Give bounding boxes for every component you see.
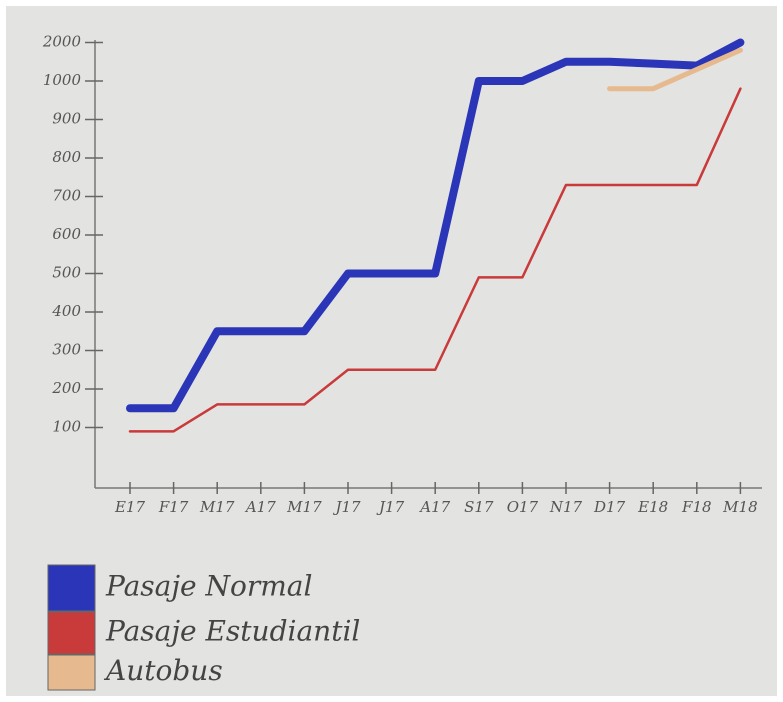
legend-swatch (48, 565, 95, 611)
x-tick-label: J17 (376, 498, 405, 516)
y-tick-label: 500 (52, 264, 81, 282)
y-tick-label: 100 (52, 418, 81, 436)
x-tick-label: O17 (507, 498, 539, 516)
x-tick-label: A17 (244, 498, 276, 516)
chart: Pasaje Normal Pasaje Estudiantil Autobus 1… (0, 0, 783, 702)
x-tick-label: S17 (464, 498, 494, 516)
x-tick-label: E17 (114, 498, 145, 516)
x-tick-label: M17 (199, 498, 235, 516)
x-tick-label: F17 (158, 498, 189, 516)
x-tick-label: N17 (549, 498, 583, 516)
y-tick-label: 200 (51, 379, 81, 397)
y-tick-label: 300 (52, 341, 81, 359)
x-tick-label: E18 (637, 498, 668, 516)
y-tick-label: 700 (52, 187, 81, 205)
x-tick-label: M17 (286, 498, 322, 516)
legend-swatch (48, 655, 95, 690)
x-tick-label: F18 (681, 498, 712, 516)
x-tick-label: D17 (593, 498, 626, 516)
y-tick-label: 800 (52, 148, 81, 166)
x-tick-label: J17 (332, 498, 361, 516)
y-tick-label: 2000 (42, 33, 82, 51)
legend-label: Autobus (103, 654, 223, 687)
y-tick-label: 400 (51, 302, 81, 320)
y-tick-label: 600 (52, 225, 81, 243)
legend-swatch (48, 612, 95, 654)
x-tick-label: A17 (418, 498, 450, 516)
legend-label: Pasaje Estudiantil (105, 615, 360, 648)
y-tick-label: 900 (52, 110, 81, 128)
y-tick-label: 1000 (43, 71, 82, 89)
legend-label: Pasaje Normal (105, 570, 312, 603)
x-tick-label: M18 (722, 498, 757, 516)
